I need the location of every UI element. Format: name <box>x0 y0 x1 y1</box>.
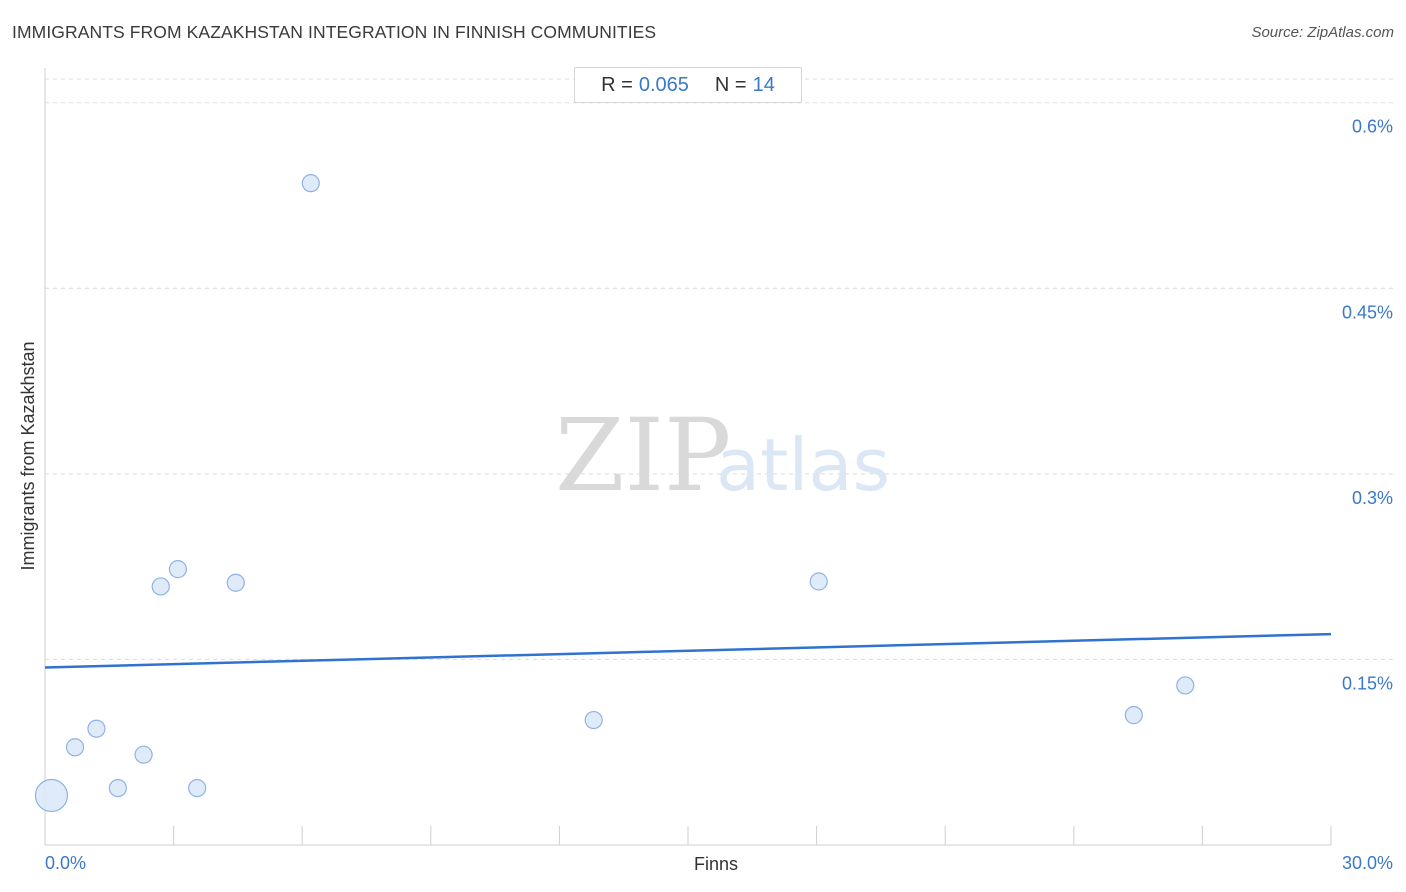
y-axis-title: Immigrants from Kazakhstan <box>18 341 38 570</box>
data-points <box>34 174 1195 813</box>
x-axis-title: Finns <box>694 854 738 874</box>
n-value: 14 <box>752 73 775 96</box>
data-point[interactable] <box>87 719 106 738</box>
x-tick-label-min: 0.0% <box>45 853 86 873</box>
data-point[interactable] <box>108 778 127 798</box>
data-point[interactable] <box>134 745 153 764</box>
watermark-atlas: atlas <box>716 423 890 507</box>
data-point[interactable] <box>1124 706 1143 725</box>
grid-lines <box>45 78 1393 660</box>
data-point[interactable] <box>226 573 245 592</box>
watermark-zip: ZIP <box>555 397 731 514</box>
data-point[interactable] <box>151 577 170 596</box>
data-point[interactable] <box>65 738 85 757</box>
source-label: Source: ZipAtlas.com <box>1251 24 1394 41</box>
y-tick-label: 0.45% <box>1342 302 1393 322</box>
correlation-stats-box: R = 0.065 N = 14 <box>574 67 802 103</box>
n-label: N = <box>714 73 747 96</box>
chart-title: IMMIGRANTS FROM KAZAKHSTAN INTEGRATION I… <box>12 22 657 42</box>
data-point[interactable] <box>188 778 207 798</box>
y-tick-label: 0.3% <box>1352 488 1393 508</box>
data-point[interactable] <box>584 710 603 730</box>
data-point[interactable] <box>168 560 187 579</box>
r-value: 0.065 <box>638 73 689 96</box>
y-tick-label: 0.15% <box>1342 673 1393 693</box>
trend-line <box>44 632 1332 669</box>
x-tick-label-max: 30.0% <box>1342 853 1393 873</box>
r-label: R = <box>601 73 633 96</box>
watermark: ZIP atlas <box>555 397 890 514</box>
data-point[interactable] <box>301 174 320 193</box>
data-point[interactable] <box>1176 676 1195 695</box>
x-ticks <box>44 826 1332 845</box>
y-tick-labels: 0.15% 0.3% 0.45% 0.6% <box>1342 117 1393 694</box>
y-tick-label: 0.6% <box>1352 117 1393 137</box>
data-point[interactable] <box>809 572 828 591</box>
data-point[interactable] <box>34 778 69 813</box>
